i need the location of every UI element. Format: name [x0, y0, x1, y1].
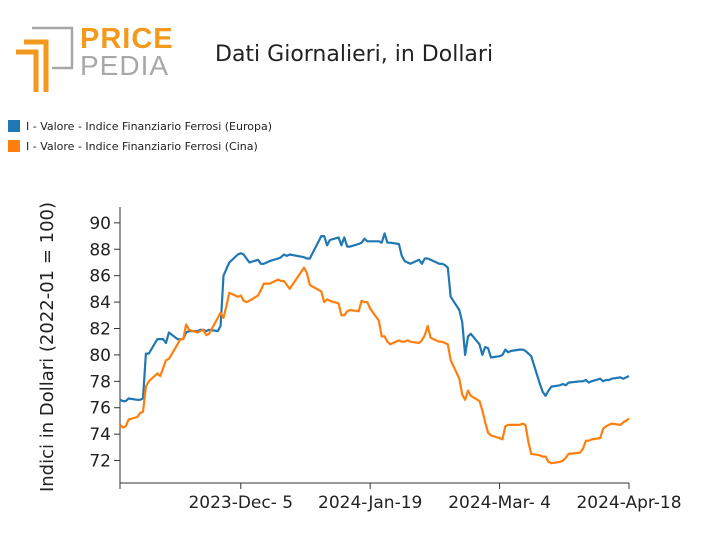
y-tick-label: 74: [89, 425, 111, 445]
logo-mark-icon: [16, 26, 74, 92]
legend-item-cina[interactable]: I - Valore - Indice Finanziario Ferrosi …: [8, 138, 258, 154]
x-tick-label: 2024-Apr-18: [576, 493, 681, 513]
y-tick-label: 86: [89, 267, 111, 287]
legend-swatch-europa: [8, 120, 20, 132]
chart-title: Dati Giornalieri, in Dollari: [215, 42, 494, 67]
y-axis-label: Indici in Dollari (2022-01 = 100): [37, 202, 58, 492]
y-tick-label: 84: [89, 293, 111, 313]
legend-label-europa: I - Valore - Indice Finanziario Ferrosi …: [26, 119, 272, 133]
logo-text-price: PRICE: [80, 23, 174, 55]
chart-axes: 72 74 76 78 80 82 84 86 88 90 2023-Dec- 5 2024-Jan-…: [89, 207, 682, 513]
series-line-cina: [119, 266, 630, 465]
y-tick-label: 88: [89, 240, 111, 260]
y-tick-label: 90: [89, 214, 111, 234]
logo-text-pedia: PEDIA: [80, 50, 170, 81]
legend-label-cina: I - Valore - Indice Finanziario Ferrosi …: [26, 139, 258, 153]
y-tick-label: 72: [89, 452, 111, 472]
y-tick-label: 76: [89, 399, 111, 419]
x-tick-label: 2024-Jan-19: [318, 493, 422, 513]
chart-lines: [119, 232, 630, 465]
legend-item-europa[interactable]: I - Valore - Indice Finanziario Ferrosi …: [8, 118, 272, 134]
x-tick-label: 2023-Dec- 5: [188, 493, 293, 513]
series-line-europa: [119, 232, 630, 403]
pricepedia-logo: PRICE PEDIA: [8, 24, 173, 94]
y-tick-label: 80: [89, 346, 111, 366]
y-tick-label: 82: [89, 319, 111, 339]
x-tick-label: 2024-Mar- 4: [448, 493, 551, 513]
legend-swatch-cina: [8, 140, 20, 152]
y-tick-label: 78: [89, 372, 111, 392]
